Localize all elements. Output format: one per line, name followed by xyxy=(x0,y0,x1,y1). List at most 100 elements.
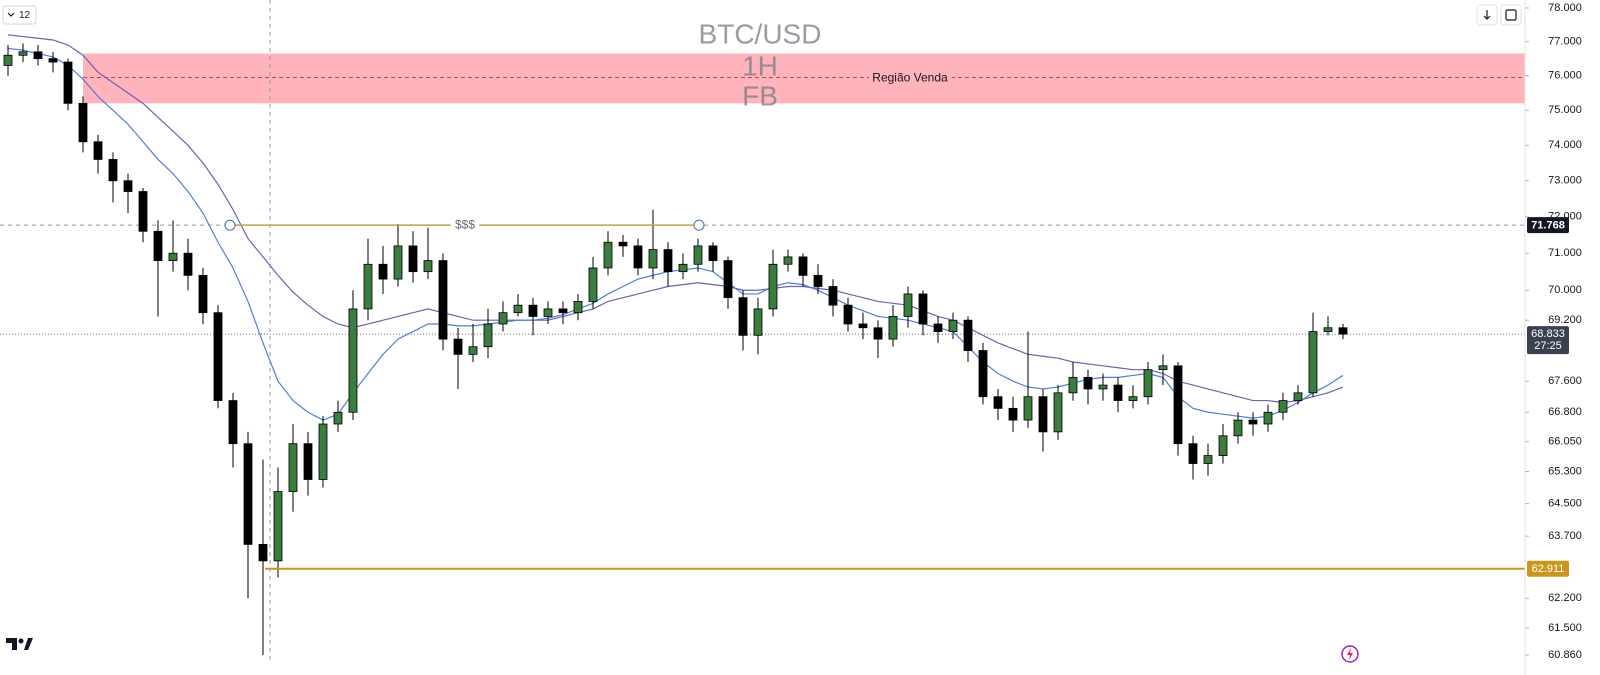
interval-value: 12 xyxy=(19,10,31,21)
alert-icon[interactable] xyxy=(1341,645,1359,663)
y-tick-label: 69.200 xyxy=(1548,314,1582,326)
candle-body xyxy=(918,293,928,325)
candle-body xyxy=(543,308,553,317)
tv-logo[interactable] xyxy=(6,638,33,650)
candle-body xyxy=(828,286,838,306)
candle-body xyxy=(813,274,823,287)
candle-body xyxy=(423,260,433,273)
candle-body xyxy=(558,308,568,314)
candle-body xyxy=(3,54,13,66)
level-label-box xyxy=(1527,560,1569,577)
candle-body xyxy=(198,274,208,314)
candle-body xyxy=(1233,419,1243,437)
last-price-box xyxy=(1527,326,1569,355)
price-axis: 78.00077.00076.00075.00074.00073.00072.0… xyxy=(1525,2,1582,661)
crosshair-label: 71.768 xyxy=(1531,220,1565,232)
level-label: 62.911 xyxy=(1532,563,1565,575)
candle-body xyxy=(378,263,388,280)
candle-body xyxy=(783,256,793,265)
watermark-label: FB xyxy=(742,80,778,111)
candle-body xyxy=(1278,400,1288,413)
candle-body xyxy=(1263,411,1273,425)
candle-body xyxy=(153,230,163,261)
candle-body xyxy=(678,263,688,273)
candle-body xyxy=(693,245,703,265)
watermark-symbol: BTC/USD xyxy=(699,18,822,49)
y-tick-label: 75.000 xyxy=(1548,104,1582,116)
candle-body xyxy=(408,245,418,273)
y-tick-label: 61.500 xyxy=(1548,622,1582,634)
candle-body xyxy=(873,327,883,340)
candle-body xyxy=(978,350,988,398)
y-tick-label: 62.200 xyxy=(1548,592,1582,604)
level-anchor xyxy=(224,219,236,231)
interval-selector[interactable]: 12 xyxy=(2,5,37,25)
candle-body xyxy=(738,297,748,336)
candle-body xyxy=(603,241,613,269)
candle-body xyxy=(348,308,358,413)
candle-body xyxy=(63,61,73,104)
candle-body xyxy=(1023,396,1033,421)
candle-body xyxy=(903,293,913,317)
candle-body xyxy=(123,180,133,192)
download-button[interactable] xyxy=(1476,4,1498,26)
y-tick-label: 64.500 xyxy=(1548,498,1582,510)
candle-body xyxy=(1143,369,1153,398)
candle-body xyxy=(1098,384,1108,390)
candle-body xyxy=(1248,419,1258,425)
interval-box[interactable] xyxy=(2,5,37,25)
candle-body xyxy=(318,423,328,480)
candle-body xyxy=(708,245,718,261)
button-box[interactable] xyxy=(1500,4,1522,26)
candle-body xyxy=(93,141,103,160)
y-tick-label: 66.050 xyxy=(1548,436,1582,448)
candle-body xyxy=(993,396,1003,409)
candle-body xyxy=(258,543,268,562)
candle-body xyxy=(138,191,148,232)
y-tick-label: 74.000 xyxy=(1548,139,1582,151)
candle-body xyxy=(1053,392,1063,433)
candle-body xyxy=(768,263,778,310)
y-tick-label: 77.000 xyxy=(1548,36,1582,48)
candle-body xyxy=(663,249,673,273)
candle-body xyxy=(573,301,583,314)
y-tick-label: 73.000 xyxy=(1548,175,1582,187)
y-tick-label: 71.000 xyxy=(1548,247,1582,259)
zone-label: Região Venda xyxy=(872,71,948,85)
candle-body xyxy=(438,260,448,340)
candle-body xyxy=(588,267,598,302)
candle-body xyxy=(618,241,628,247)
candle-body xyxy=(393,245,403,280)
candle-body xyxy=(648,249,658,269)
level-text: $$$ xyxy=(455,217,475,231)
candle-body xyxy=(948,319,958,332)
candle-body xyxy=(843,304,853,325)
fullscreen-button[interactable] xyxy=(1500,4,1522,26)
y-tick-label: 66.800 xyxy=(1548,406,1582,418)
y-tick-label: 60.860 xyxy=(1548,649,1582,661)
y-tick-label: 76.000 xyxy=(1548,70,1582,82)
candle-body xyxy=(1293,392,1303,401)
watermark: BTC/USD 1H FB xyxy=(699,18,822,111)
arrow-head xyxy=(1483,15,1491,20)
candle-body xyxy=(1338,327,1348,335)
candle-body xyxy=(858,323,868,329)
watermark-interval: 1H xyxy=(742,50,778,81)
candle-body xyxy=(1203,455,1213,464)
candle-body xyxy=(468,346,478,355)
crosshair-label-box xyxy=(1527,217,1569,234)
candle-body xyxy=(1308,331,1318,394)
y-tick-label: 67.600 xyxy=(1548,375,1582,387)
icon-bolt xyxy=(1347,648,1353,660)
moving-averages xyxy=(7,34,1344,421)
candle-body xyxy=(528,304,538,317)
chevron-icon xyxy=(7,12,15,17)
candle-body xyxy=(453,338,463,355)
candle-body xyxy=(243,443,253,545)
candle-body xyxy=(798,256,808,276)
candle-body xyxy=(1038,396,1048,433)
